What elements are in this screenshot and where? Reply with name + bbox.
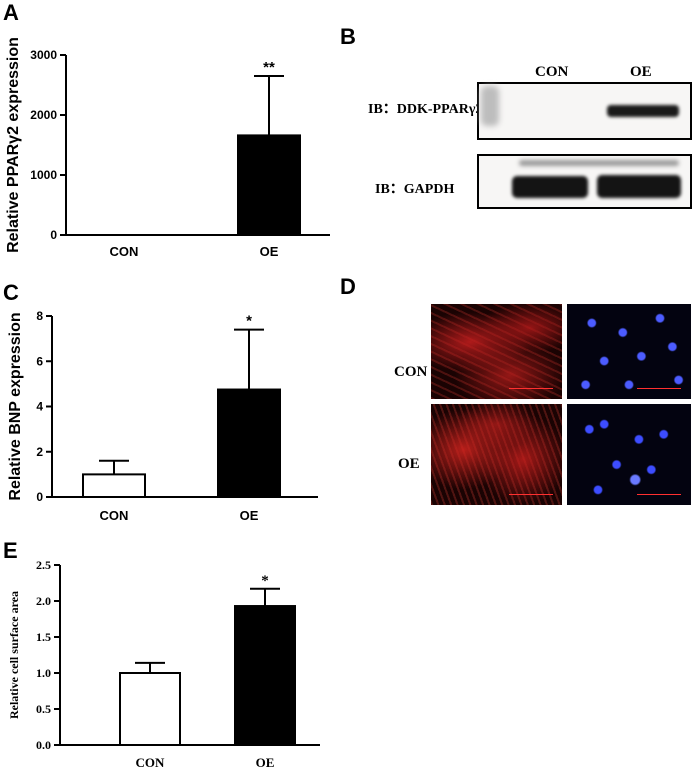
scale-bar	[637, 494, 681, 495]
y-tick-label: 0	[50, 228, 57, 242]
scale-bar	[509, 388, 553, 389]
y-tick-label: 1.0	[36, 666, 51, 680]
y-tick-label: 3000	[30, 48, 57, 62]
y-tick-label: 8	[36, 309, 43, 323]
y-tick-label: 2000	[30, 108, 57, 122]
wb-band-ddk-oe	[607, 105, 679, 117]
y-axis-label: Relative cell surface area	[7, 591, 21, 719]
panel-letter-b: B	[340, 24, 356, 49]
wb-blot-gapdh	[477, 154, 692, 209]
micro-oe-phalloidin	[431, 404, 562, 505]
wb-row-label-ddk-ppar: IB：DDK-PPARγ2	[368, 102, 483, 117]
panel-letter-a: A	[3, 0, 19, 25]
category-label: OE	[240, 508, 259, 523]
micro-oe-dapi	[567, 404, 691, 505]
category-label: CON	[136, 755, 166, 770]
y-tick-label: 2.5	[36, 558, 51, 572]
significance-marker: **	[263, 59, 275, 76]
wb-lane-label-oe: OE	[630, 64, 652, 80]
y-tick-label: 0.5	[36, 702, 51, 716]
y-tick-label: 0.0	[36, 738, 51, 752]
y-tick-label: 0	[36, 490, 43, 504]
scale-bar	[637, 388, 681, 389]
y-axis-label: Relative PPARγ2 expression	[5, 37, 22, 253]
bar-con	[119, 672, 181, 746]
significance-marker: *	[261, 573, 269, 589]
category-label: OE	[260, 244, 279, 259]
y-tick-label: 2	[36, 445, 43, 459]
panel-letter-c: C	[3, 280, 19, 305]
y-tick-label: 2.0	[36, 594, 51, 608]
y-tick-label: 1.5	[36, 630, 51, 644]
micro-row-label-oe: OE	[398, 456, 420, 472]
panel-letter-e: E	[3, 538, 18, 563]
wb-row-label-gapdh: IB：GAPDH	[375, 182, 455, 197]
wb-band-gapdh-oe	[597, 175, 681, 198]
category-label: CON	[110, 244, 139, 259]
wb-band-gapdh-con	[512, 176, 588, 198]
panel-letter-d: D	[340, 274, 356, 299]
y-tick-label: 1000	[30, 168, 57, 182]
bar-oe	[234, 605, 296, 746]
significance-marker: *	[246, 313, 252, 330]
wb-faint-band	[519, 160, 679, 166]
y-axis-label: Relative BNP expression	[7, 312, 24, 500]
y-tick-label: 6	[36, 354, 43, 368]
category-label: OE	[256, 755, 275, 770]
y-tick-label: 4	[36, 400, 43, 414]
category-label: CON	[100, 508, 129, 523]
micro-con-dapi	[567, 304, 691, 399]
wb-blot-ddk-ppar	[477, 82, 692, 140]
wb-lane-label-con: CON	[535, 64, 569, 80]
micro-con-phalloidin	[431, 304, 562, 399]
micro-row-label-con: CON	[394, 364, 428, 380]
bar-oe	[237, 134, 301, 236]
wb-smear-left	[481, 86, 499, 126]
scale-bar	[509, 494, 553, 495]
